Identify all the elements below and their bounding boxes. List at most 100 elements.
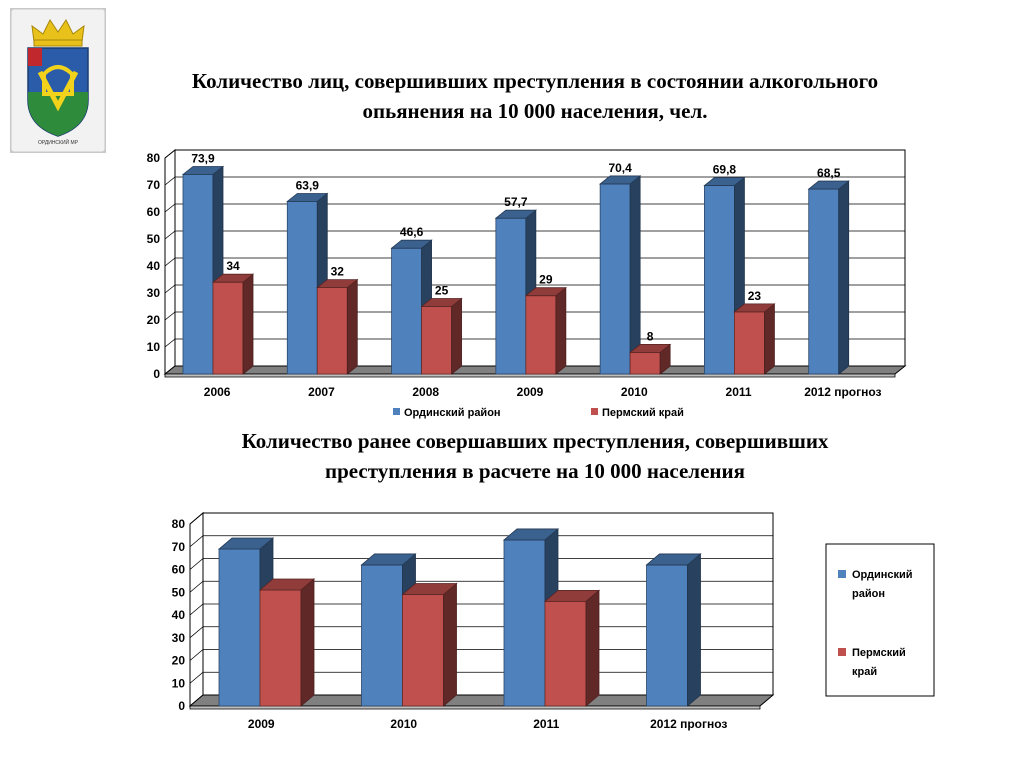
x-tick-label: 2011 bbox=[533, 717, 559, 731]
legend-swatch bbox=[838, 570, 846, 578]
bar-top bbox=[181, 166, 225, 175]
chart2-title-line2: преступления в расчете на 10 000 населен… bbox=[325, 459, 745, 483]
legend-label: Пермский bbox=[852, 647, 906, 659]
bar bbox=[360, 553, 417, 707]
bar-top bbox=[360, 553, 417, 566]
legend-swatch bbox=[591, 408, 598, 415]
bar-top bbox=[217, 537, 275, 550]
x-tick-label: 2010 bbox=[390, 717, 417, 731]
chart1-title-line2: опьянения на 10 000 населения, чел. bbox=[362, 99, 708, 123]
bar-front bbox=[544, 600, 587, 707]
gridline-side bbox=[164, 257, 176, 267]
data-label: 8 bbox=[647, 329, 654, 343]
bar-front bbox=[734, 311, 765, 375]
bar bbox=[807, 180, 850, 375]
bar-front bbox=[212, 281, 244, 375]
bar bbox=[316, 278, 359, 375]
bar-top bbox=[645, 553, 702, 566]
bar-top bbox=[401, 583, 458, 595]
bar-top bbox=[502, 528, 560, 541]
legend-label: Пермский край bbox=[602, 407, 684, 419]
bar-front bbox=[646, 564, 688, 707]
bar-top bbox=[494, 209, 537, 219]
bar-side bbox=[687, 553, 701, 707]
data-label: 46,6 bbox=[400, 225, 424, 239]
gridline-side bbox=[164, 230, 176, 240]
x-tick-label: 2007 bbox=[308, 385, 335, 399]
y-tick-label: 80 bbox=[147, 151, 161, 165]
bar-top bbox=[807, 180, 850, 190]
gridline-side bbox=[189, 535, 204, 548]
bar-front bbox=[402, 594, 444, 707]
emblem-caption: ОРДИНСКИЙ МР bbox=[38, 138, 79, 146]
bar bbox=[494, 209, 537, 375]
bar-top bbox=[211, 273, 255, 283]
bar bbox=[211, 273, 255, 375]
bar-top bbox=[524, 287, 567, 297]
legend-label: Ординский район bbox=[404, 407, 501, 419]
data-label: 68,5 bbox=[817, 166, 841, 180]
bar-front bbox=[503, 539, 546, 707]
chart1-title: Количество лиц, совершивших преступления… bbox=[100, 66, 970, 126]
bar-front bbox=[421, 306, 452, 375]
bar-top bbox=[733, 303, 776, 313]
plot-floor-edge bbox=[189, 705, 761, 710]
gridline-side bbox=[189, 512, 204, 525]
bar-top bbox=[703, 177, 746, 186]
bar bbox=[733, 303, 776, 375]
gridline-side bbox=[189, 580, 204, 593]
bar-top bbox=[390, 239, 433, 249]
x-tick-label: 2012 прогноз bbox=[804, 385, 881, 399]
data-label: 63,9 bbox=[296, 178, 320, 192]
y-tick-label: 30 bbox=[147, 286, 161, 300]
data-label: 32 bbox=[331, 265, 345, 279]
gridline-side bbox=[164, 176, 176, 186]
gridline-side bbox=[189, 626, 204, 639]
bar bbox=[543, 589, 601, 707]
legend-swatch bbox=[393, 408, 400, 415]
y-tick-label: 70 bbox=[172, 540, 186, 554]
legend-box bbox=[825, 543, 935, 697]
gridline-side bbox=[164, 149, 176, 159]
bar-top bbox=[286, 193, 329, 202]
data-label: 57,7 bbox=[504, 195, 528, 209]
bar-front bbox=[316, 287, 348, 375]
y-tick-label: 10 bbox=[147, 340, 161, 354]
bar-side bbox=[585, 589, 600, 707]
bar-top bbox=[258, 578, 316, 591]
bar-top bbox=[316, 279, 359, 289]
legend-label: край bbox=[852, 666, 877, 678]
bar-front bbox=[286, 201, 318, 375]
x-tick-label: 2009 bbox=[248, 717, 275, 731]
bar-front bbox=[525, 295, 557, 375]
x-tick-label: 2009 bbox=[517, 385, 544, 399]
y-tick-label: 0 bbox=[153, 367, 160, 381]
data-label: 29 bbox=[539, 273, 553, 287]
bar-top bbox=[543, 589, 601, 602]
bar-front bbox=[218, 548, 261, 707]
y-tick-label: 70 bbox=[147, 178, 161, 192]
gridline-side bbox=[164, 311, 176, 321]
legend-label: Ординский bbox=[852, 569, 913, 581]
gridline-side bbox=[189, 649, 204, 661]
y-tick-label: 40 bbox=[147, 259, 161, 273]
y-tick-label: 60 bbox=[147, 205, 161, 219]
gridline-side bbox=[164, 284, 176, 294]
chart1-title-line1: Количество лиц, совершивших преступления… bbox=[191, 69, 879, 93]
y-tick-label: 10 bbox=[172, 676, 186, 690]
x-tick-label: 2008 bbox=[412, 385, 439, 399]
data-label: 73,9 bbox=[191, 151, 215, 165]
y-tick-label: 50 bbox=[172, 585, 186, 599]
bar bbox=[524, 286, 567, 375]
y-tick-label: 50 bbox=[147, 232, 161, 246]
bar bbox=[629, 343, 672, 375]
bar-top bbox=[599, 175, 642, 185]
bar-top bbox=[629, 343, 672, 353]
y-tick-label: 60 bbox=[172, 563, 186, 577]
y-tick-label: 40 bbox=[172, 608, 186, 622]
coat-of-arms-emblem: ОРДИНСКИЙ МР bbox=[10, 8, 106, 153]
chart2-title: Количество ранее совершавших преступлени… bbox=[100, 426, 970, 486]
data-label: 34 bbox=[226, 259, 240, 273]
y-tick-label: 80 bbox=[172, 517, 186, 531]
